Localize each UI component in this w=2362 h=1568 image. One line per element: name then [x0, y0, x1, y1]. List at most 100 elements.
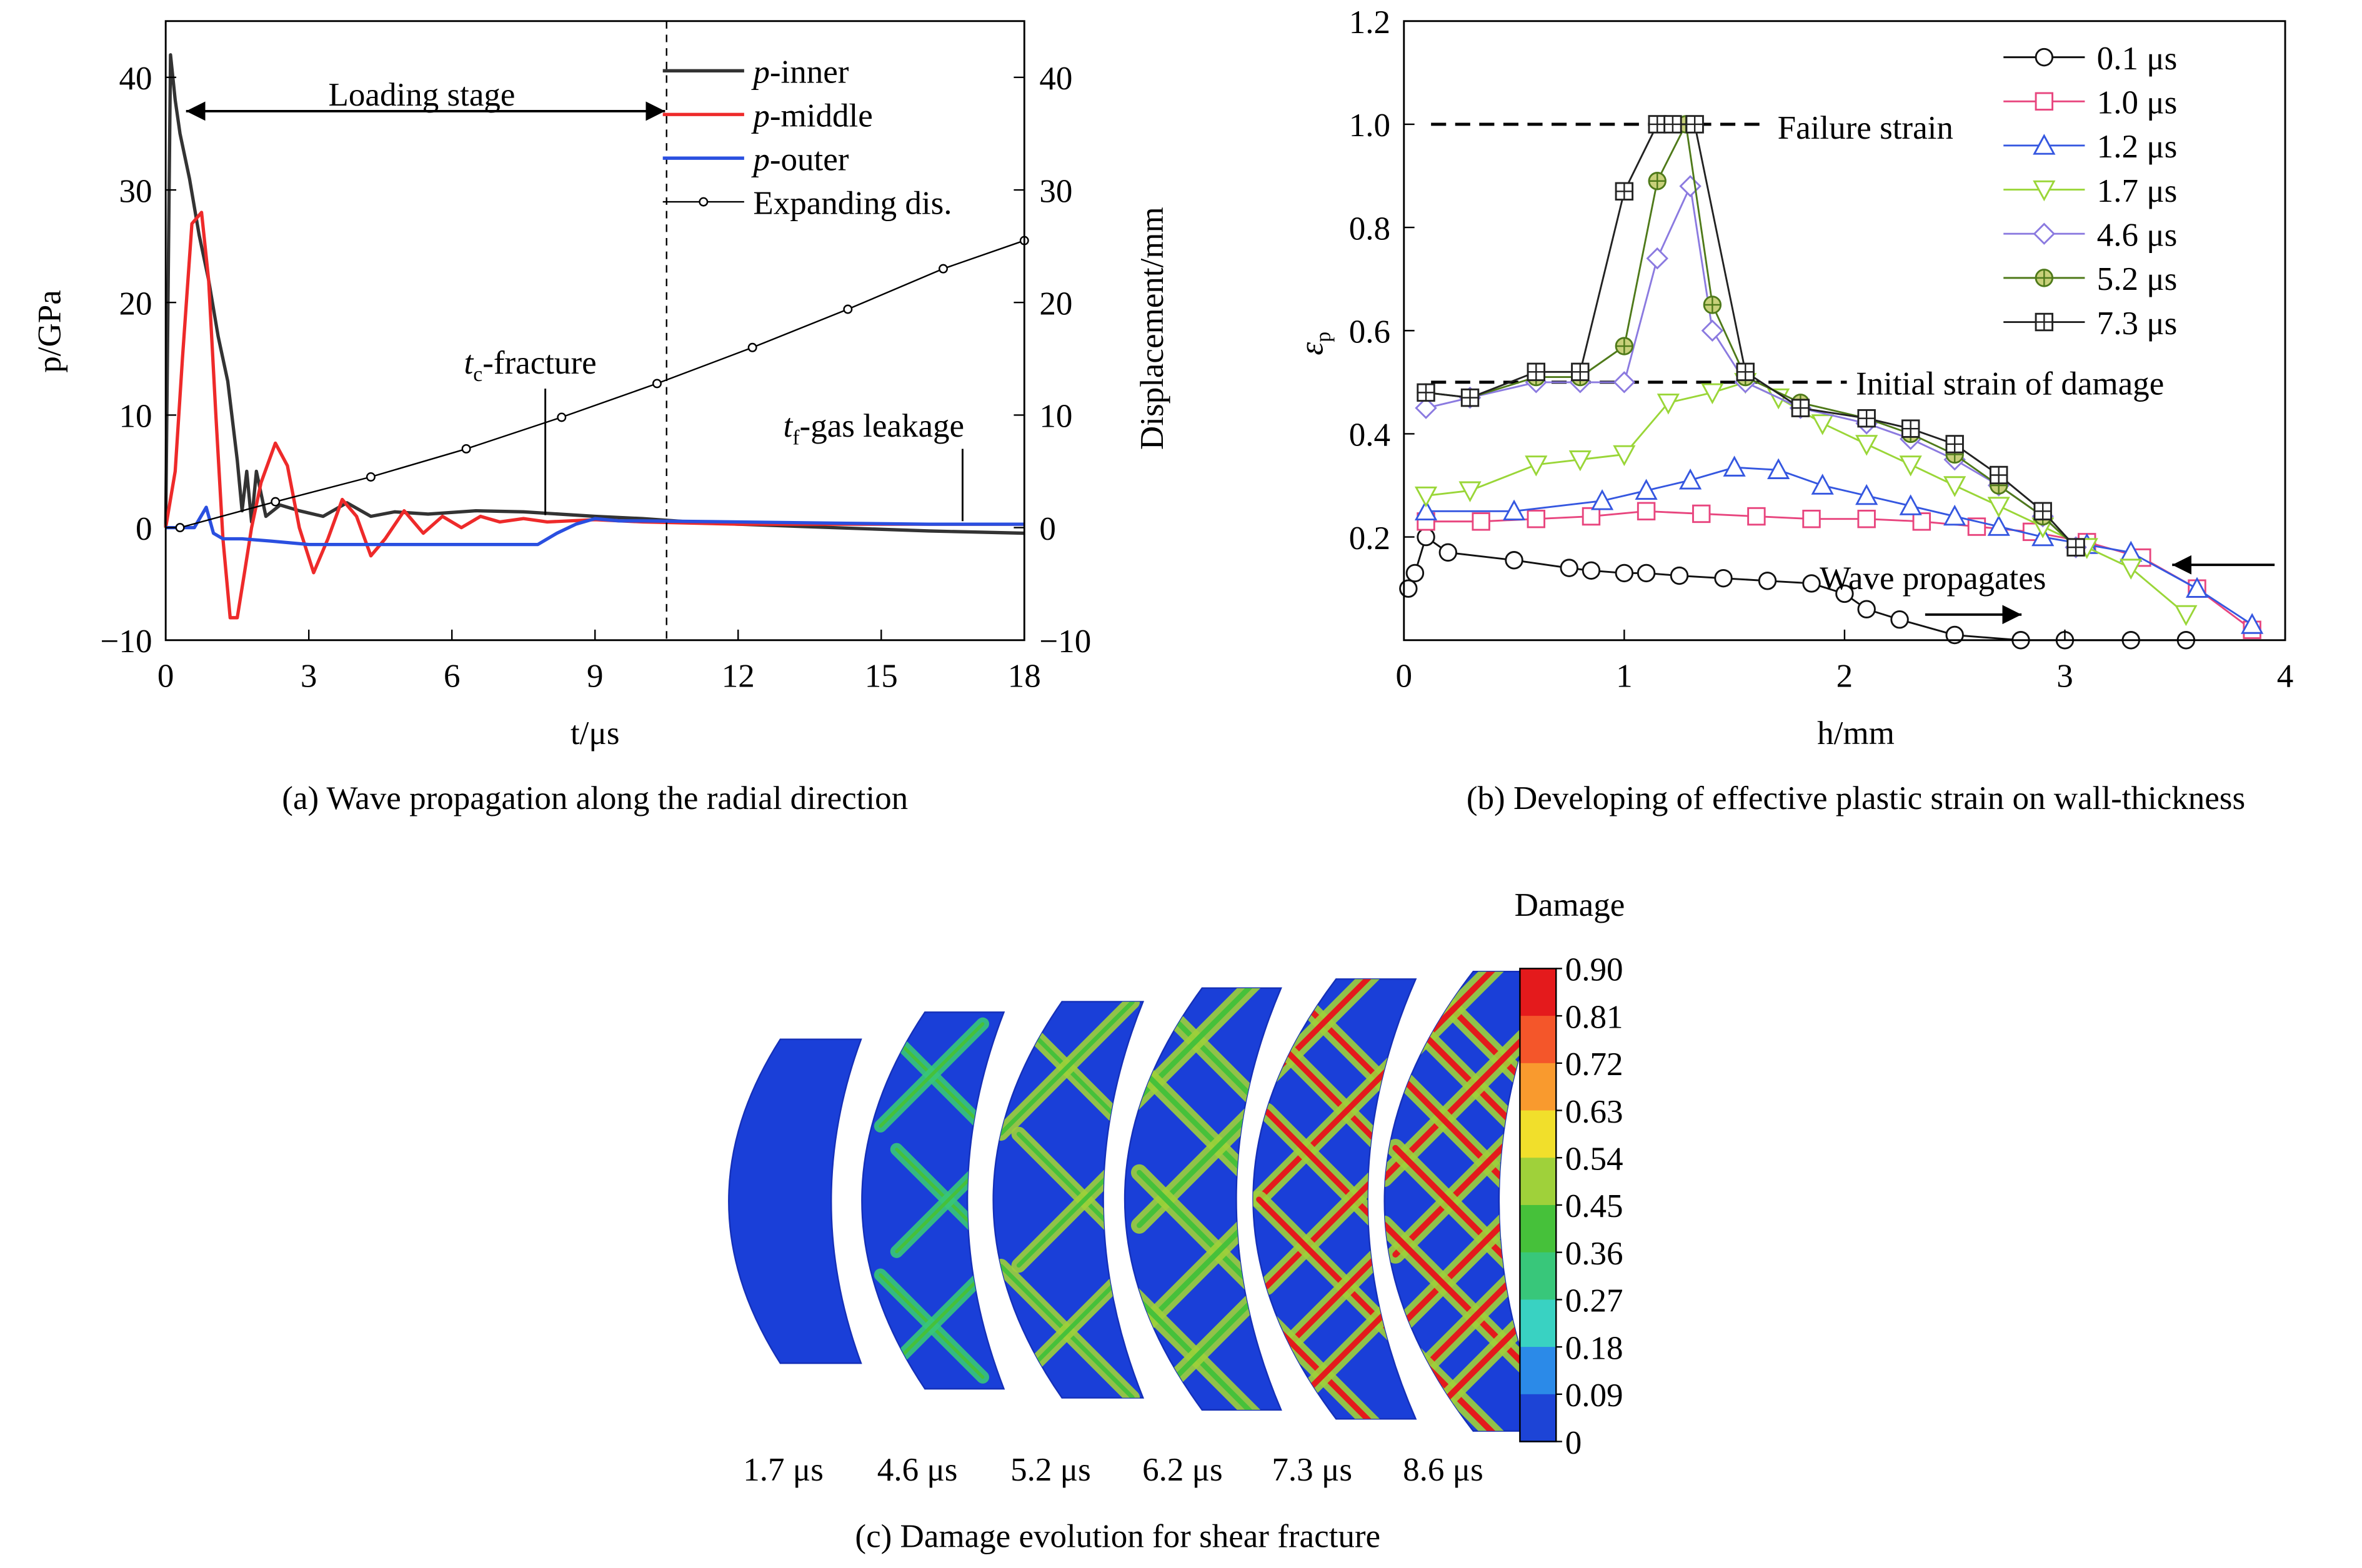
panel-b-point [1458, 481, 1482, 502]
colorbar-tick-label: 0.36 [1565, 1236, 1623, 1272]
panel-b-y-tick-label: 1.2 [1349, 4, 1390, 41]
panel-b-legend: 0.1 μs 1.0 μs 1.2 μs 1.7 μs 4.6 μs 5.2 μs 7.3 … [2003, 41, 2177, 342]
panel-b-point [1648, 172, 1667, 191]
panel-b-point [1802, 509, 1821, 528]
panel-b-point [1736, 362, 1755, 382]
panel-b-point [1582, 507, 1601, 526]
panel-b-legend-label: 7.3 μs [2097, 305, 2178, 342]
panel-b-point [1811, 474, 1834, 495]
panel-b-series-line-6 [1425, 123, 2077, 548]
panel-a-y2-tick-label: 20 [1039, 285, 1072, 322]
panel-b-point [1527, 509, 1546, 528]
panel-a-y-tick-label: 0 [136, 511, 152, 547]
panel-b-point [1857, 409, 1876, 428]
panel-a-y2-tick-label: 0 [1039, 511, 1056, 547]
panel-b-legend-marker [2035, 47, 2054, 67]
panel-a-series-line-2 [166, 505, 1025, 547]
panel-a-marker-point [939, 264, 948, 274]
panel-a-marker-point [557, 412, 567, 422]
panel-a-legend-label: Expanding dis. [753, 185, 952, 221]
panel-b-point [1945, 625, 1964, 645]
panel-a-y-tick-label: 20 [119, 285, 152, 322]
panel-b-point [1505, 551, 1523, 570]
colorbar-tick-label: 0.81 [1565, 999, 1623, 1035]
panel-b-point [1560, 558, 1578, 577]
panel-b-point [1648, 115, 1667, 134]
panel-b-legend-label: 5.2 μs [2097, 261, 2178, 297]
panel-a-x-tick-label: 12 [722, 658, 755, 695]
panel-b-legend-label: 1.2 μs [2097, 129, 2178, 165]
panel-b-point [1943, 504, 1966, 526]
panel-b-y-tick-label: 1.0 [1349, 107, 1390, 144]
panel-b-point [1679, 175, 1702, 197]
colorbar-tick-label: 0.63 [1565, 1094, 1623, 1130]
colorbar-tick-label: 0.45 [1565, 1188, 1623, 1224]
panel-b-point [1899, 455, 1922, 477]
snapshot-label: 7.3 μs [1272, 1452, 1352, 1488]
snapshot-label: 8.6 μs [1403, 1452, 1483, 1488]
colorbar-segment [1520, 1252, 1557, 1301]
panel-b-x-tick-label: 2 [1836, 658, 1853, 695]
damage-shell-0 [728, 1038, 862, 1364]
panel-a-y2-tick-label: 40 [1039, 61, 1072, 97]
panel-a-legend-marker [699, 197, 709, 207]
panel-b-point [1613, 371, 1636, 394]
panel-a-marker-point [461, 444, 471, 454]
colorbar-tick-label: 0.72 [1565, 1046, 1623, 1083]
colorbar-segment [1520, 1158, 1557, 1206]
panel-b-legend-marker [2035, 269, 2054, 287]
panel-b-point [1415, 397, 1437, 419]
panel-a-marker-point [747, 342, 757, 352]
snapshot-label: 1.7 μs [743, 1452, 824, 1488]
panel-b-x-tick-label: 0 [1396, 658, 1413, 695]
panel-b-point [1615, 182, 1634, 201]
panel-b-legend-label: 4.6 μs [2097, 217, 2178, 254]
panel-b-point [1460, 388, 1480, 407]
panel-a-x-axis-title: t/μs [571, 715, 620, 752]
panel-b-caption: (b) Developing of effective plastic stra… [1467, 780, 2245, 816]
panel-b-x-tick-label: 3 [2056, 658, 2073, 695]
panel-b-point [1637, 563, 1656, 583]
panel-a-marker-point [366, 472, 376, 482]
panel-b-y-tick-label: 0.4 [1349, 417, 1390, 454]
panel-b-point [1615, 337, 1634, 355]
panel-b-point [1568, 450, 1592, 472]
panel-b-point [2175, 605, 2198, 627]
panel-a-x-tick-label: 9 [587, 658, 604, 695]
panel-b-point [1571, 362, 1590, 382]
panel-a-legend: p-inner p-middle p-outer Expanding dis. [662, 54, 952, 221]
colorbar-tick-label: 0.09 [1565, 1377, 1623, 1414]
panel-b-y-tick-label: 0.8 [1349, 211, 1390, 247]
panel-b-point [1692, 504, 1711, 523]
panel-b-y-tick-label: 0.6 [1349, 314, 1390, 350]
panel-b-y-tick-label: 0.2 [1349, 520, 1390, 557]
colorbar-tick-label: 0.54 [1565, 1141, 1623, 1178]
panel-b-legend-marker [2033, 222, 2056, 245]
panel-b-point [1791, 399, 1810, 417]
panel-b-point [1758, 572, 1777, 590]
panel-b-point [1670, 566, 1689, 585]
panel-b-point [1582, 561, 1601, 580]
panel-b: 0 1 2 3 4 0.2 0.4 0.6 0.8 1.0 1.2 Failure strain I… [1294, 4, 2294, 816]
loading-stage-label: Loading stage [329, 77, 516, 113]
panel-b-point [1943, 476, 1966, 497]
panel-a-plot-frame [164, 20, 1025, 642]
panel-b-point [1414, 486, 1438, 508]
panel-b-point [1701, 319, 1724, 342]
panel-a-y-tick-label: −10 [101, 623, 152, 660]
panel-b-point [1525, 455, 1548, 477]
panel-b-point [1855, 484, 1878, 505]
panel-b-point [2185, 577, 2209, 598]
colorbar-segment [1520, 1204, 1557, 1253]
panel-a-x-tick-label: 0 [157, 658, 174, 695]
panel-a-series-line-0 [164, 53, 1025, 535]
panel-a-legend-label: p-inner [750, 54, 849, 91]
panel-a-legend-label: p-middle [750, 98, 872, 134]
panel-b-point [1527, 362, 1546, 382]
panel-b-point [1417, 383, 1435, 402]
panel-b-point [1405, 563, 1425, 583]
panel-b-point [1811, 414, 1834, 435]
colorbar-tick-label: 0.27 [1565, 1283, 1623, 1319]
